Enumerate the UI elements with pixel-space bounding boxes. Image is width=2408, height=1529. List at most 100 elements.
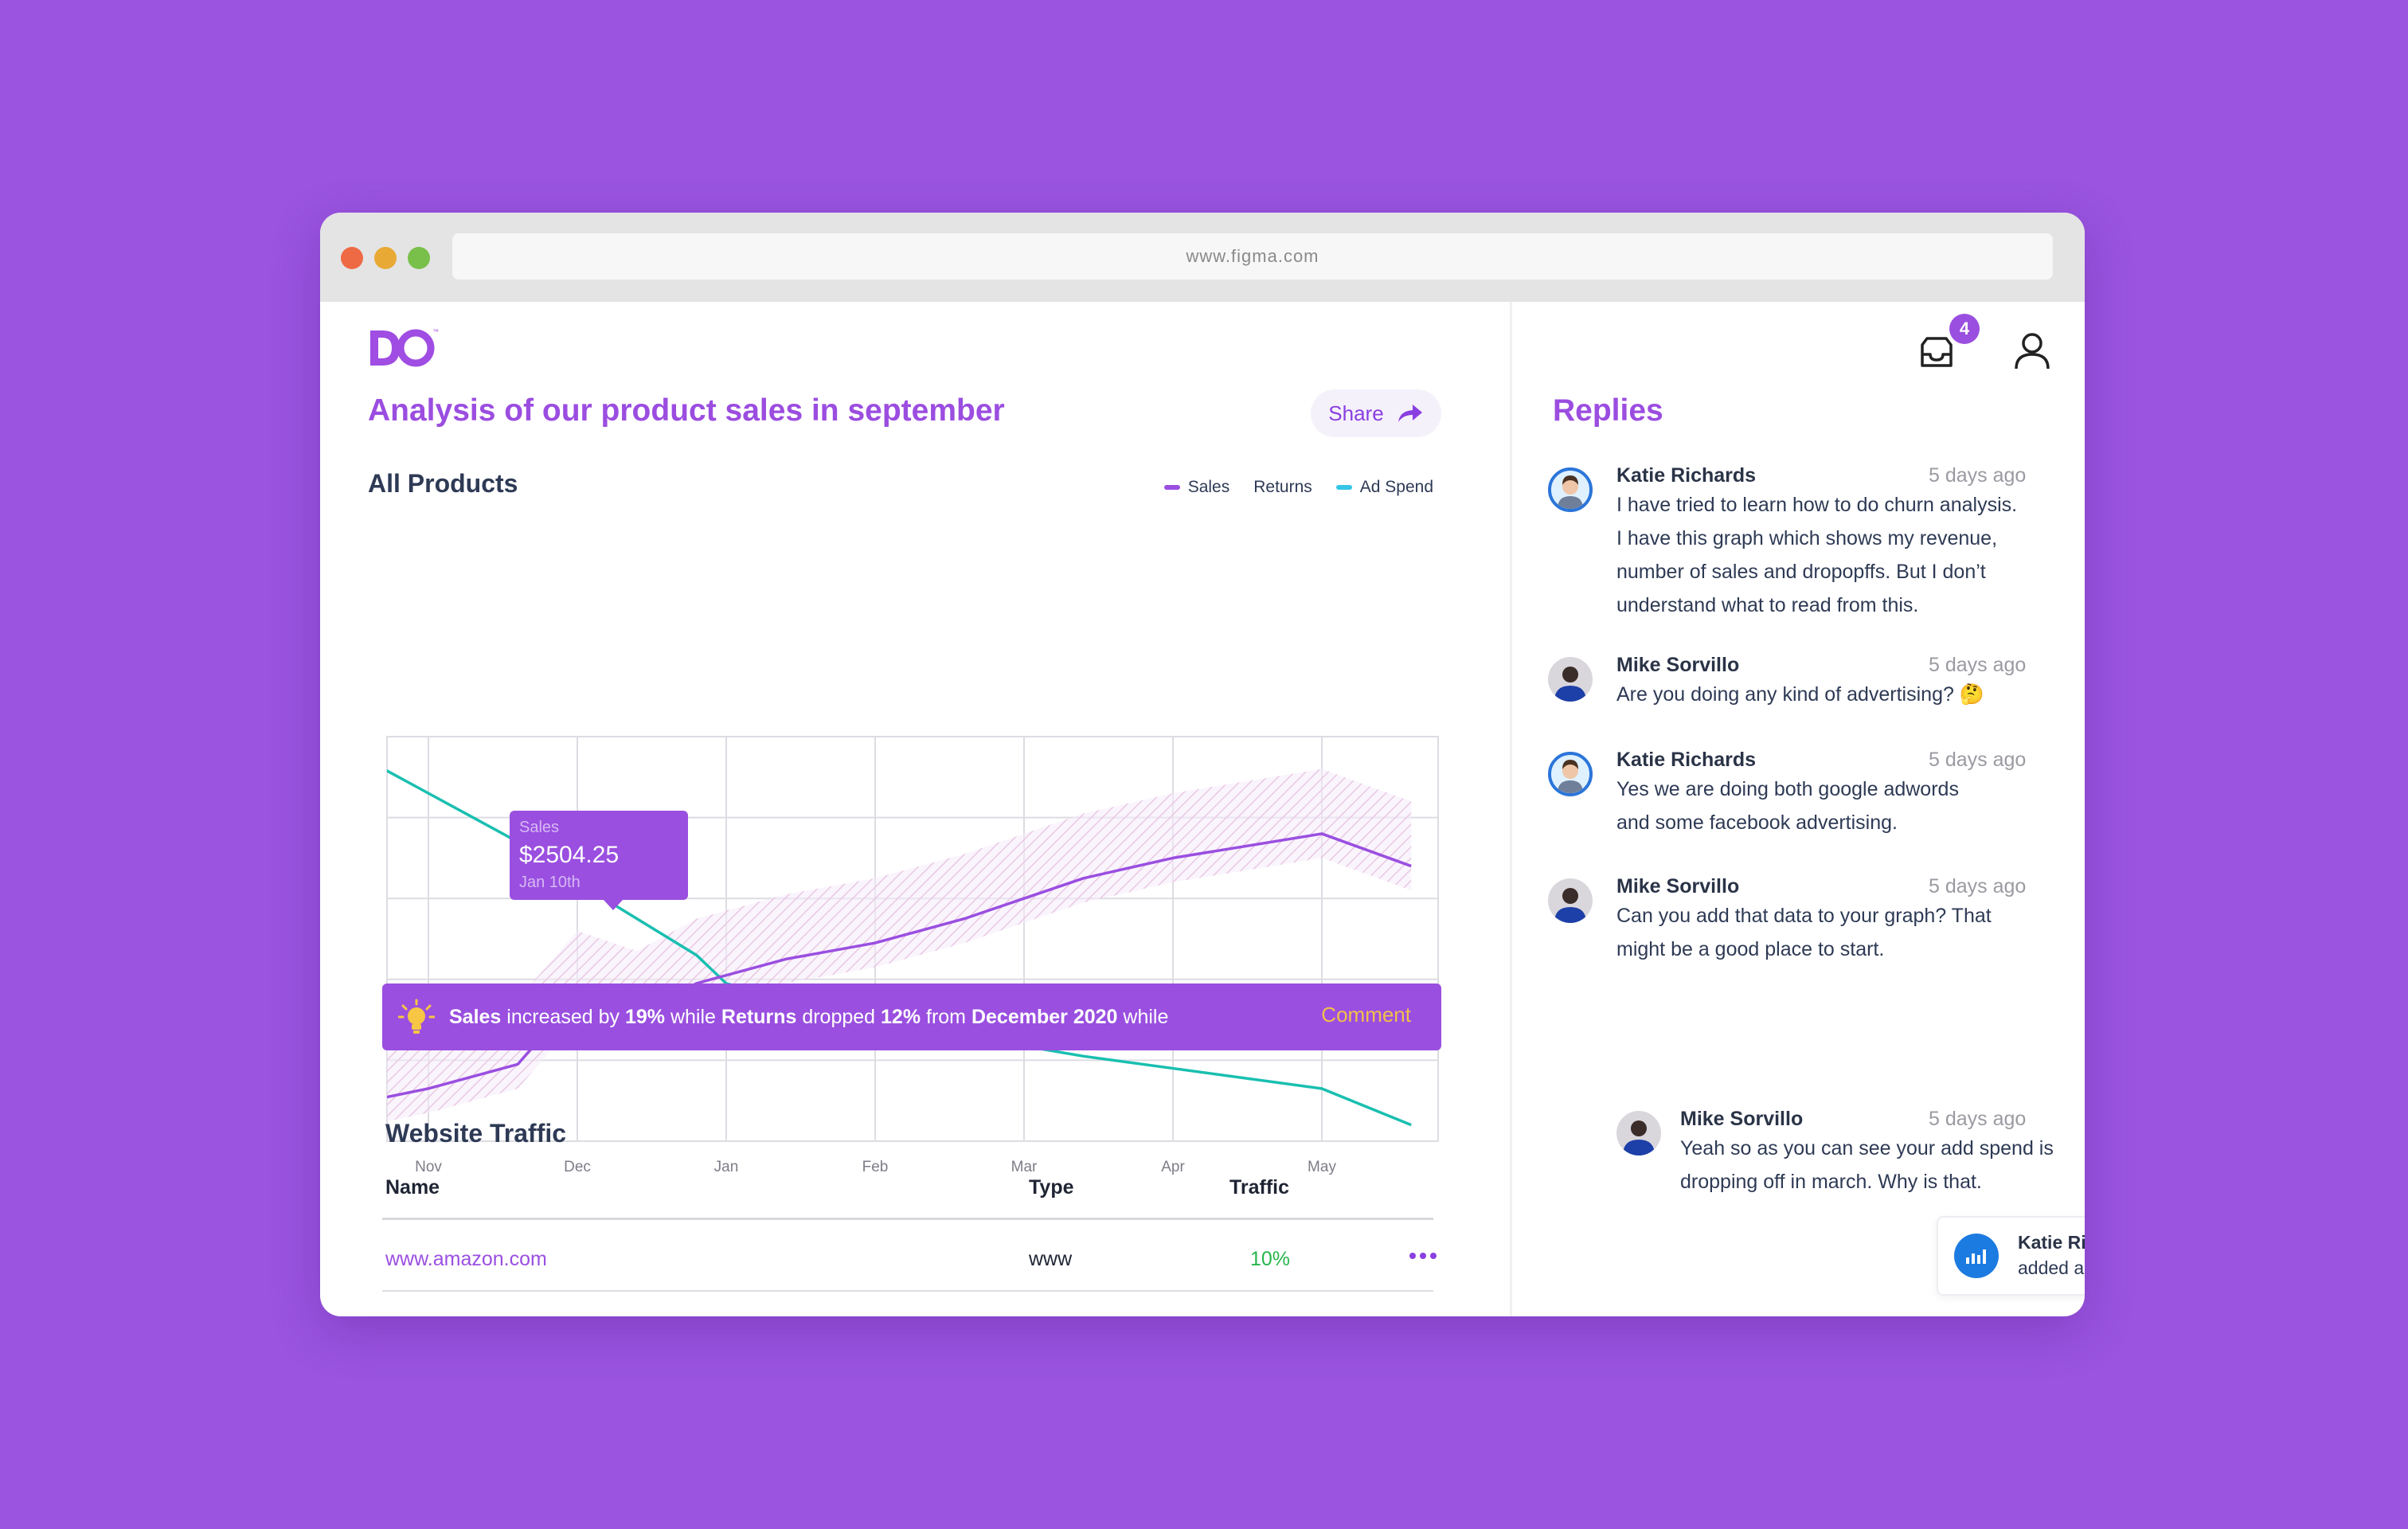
maximize-window-button[interactable] (408, 247, 430, 269)
reply-line: might be a good place to start. (1616, 938, 1885, 960)
insight-t6: dropped (796, 1005, 882, 1028)
column-header-type[interactable]: Type (1029, 1176, 1074, 1199)
column-header-name[interactable]: Name (385, 1176, 440, 1199)
sales-tooltip: Sales $2504.25 Jan 10th (510, 811, 688, 910)
page-title: Analysis of our product sales in septemb… (368, 393, 1005, 428)
reply-time: 5 days ago (1929, 1108, 2027, 1130)
replies-title: Replies (1553, 393, 1663, 428)
legend-item-returns[interactable]: Returns (1253, 478, 1312, 497)
reply-author[interactable]: Mike Sorvillo (1616, 654, 1740, 676)
reply-author[interactable]: Katie Richards (1616, 749, 1757, 771)
x-tick-label: Jan (714, 1159, 739, 1175)
tooltip-date: Jan 10th (519, 874, 580, 891)
svg-text:™: ™ (432, 328, 439, 335)
reply-text: Yes we are doing both google adwords and… (1616, 772, 2046, 839)
legend-label-ad-spend: Ad Spend (1359, 478, 1433, 496)
tooltip-pointer (604, 900, 623, 910)
table-header-divider (382, 1218, 1433, 1220)
activity-card[interactable]: Katie Richards added a new view. (1937, 1216, 2085, 1296)
lightbulb-icon (398, 999, 435, 1034)
avatar[interactable] (1548, 657, 1593, 702)
legend-label-returns: Returns (1253, 478, 1312, 496)
activity-author: Katie Richards (2018, 1232, 2085, 1253)
insight-text: Sales increased by 19% while Returns dro… (449, 1006, 1168, 1029)
x-tick-label: May (1308, 1159, 1336, 1175)
user-profile-icon[interactable] (2008, 327, 2056, 375)
panel-divider (1510, 302, 1512, 1316)
reply-author[interactable]: Mike Sorvillo (1616, 875, 1740, 897)
insight-t8: from (921, 1005, 971, 1028)
x-tick-label: Mar (1011, 1159, 1038, 1175)
share-button[interactable]: Share (1311, 389, 1441, 437)
table-row-divider (382, 1290, 1433, 1292)
insight-t10: while (1117, 1005, 1169, 1028)
reply-line: Are you doing any kind of advertising? 🤔 (1616, 683, 1984, 706)
activity-description: added a new view. (2018, 1257, 2085, 1278)
avatar[interactable] (1616, 1111, 1661, 1156)
reply-time: 5 days ago (1929, 875, 2027, 897)
traffic-title: Website Traffic (385, 1119, 567, 1148)
insight-t5: Returns (721, 1005, 797, 1028)
reply-line: and some facebook advertising. (1616, 811, 1898, 834)
reply-author[interactable]: Katie Richards (1616, 464, 1757, 487)
row-more-options-icon[interactable] (1409, 1253, 1437, 1259)
reply-line: dropping off in march. Why is that. (1680, 1171, 1982, 1193)
x-tick-label: Dec (564, 1159, 591, 1175)
reply-time: 5 days ago (1929, 749, 2027, 771)
insight-t7: 12% (881, 1005, 921, 1028)
x-axis-ticks: Nov Dec Jan Feb Mar Apr May (415, 1159, 1336, 1175)
chart-title: All Products (368, 469, 518, 498)
reply-text: I have tried to learn how to do churn an… (1616, 488, 2046, 622)
row-traffic: 10% (1250, 1248, 1291, 1270)
reply-line: I have tried to learn how to do churn an… (1616, 494, 2018, 516)
insight-t3: 19% (624, 1005, 666, 1028)
comment-button[interactable]: Comment (1321, 1003, 1411, 1027)
insight-banner: Sales increased by 19% while Returns dro… (382, 983, 1441, 1050)
reply-line: I have this graph which shows my revenue… (1616, 527, 1998, 549)
minimize-window-button[interactable] (374, 247, 397, 269)
insight-t9: December 2020 (971, 1005, 1118, 1028)
row-site-link[interactable]: www.amazon.com (385, 1248, 547, 1270)
column-header-traffic[interactable]: Traffic (1229, 1176, 1290, 1199)
avatar[interactable] (1548, 467, 1593, 512)
insight-t1: Sales (449, 1005, 502, 1028)
x-tick-label: Nov (415, 1159, 442, 1175)
x-tick-label: Feb (862, 1159, 889, 1175)
browser-window: www.figma.com ™ Analysis of our product … (320, 213, 2085, 1316)
reply-time: 5 days ago (1929, 464, 2027, 487)
reply-line: number of sales and dropopffs. But I don… (1616, 561, 1986, 583)
avatar[interactable] (1548, 878, 1593, 923)
legend-label-sales: Sales (1187, 478, 1230, 496)
reply-author[interactable]: Mike Sorvillo (1680, 1108, 1804, 1130)
avatar[interactable] (1548, 752, 1593, 796)
legend-item-ad-spend[interactable]: Ad Spend (1335, 478, 1433, 497)
share-arrow-icon (1398, 405, 1422, 422)
legend-swatch-sales (1163, 485, 1180, 490)
tooltip-series-label: Sales (519, 819, 559, 836)
bar-chart-icon (1954, 1234, 1999, 1278)
legend-item-sales[interactable]: Sales (1163, 478, 1230, 497)
reply-text: Are you doing any kind of advertising? 🤔 (1616, 678, 2062, 711)
reply-text: Can you add that data to your graph? Tha… (1616, 899, 2046, 966)
tooltip-box (510, 811, 688, 900)
close-window-button[interactable] (341, 247, 363, 269)
app-logo[interactable]: ™ (368, 324, 440, 372)
notification-badge: 4 (1949, 314, 1980, 344)
legend-swatch-ad-spend (1335, 485, 1352, 490)
sales-chart[interactable]: Nov Dec Jan Feb Mar Apr May Sales $2504.25 Jan… (368, 515, 1451, 1184)
row-type: www (1029, 1248, 1073, 1270)
reply-line: understand what to read from this. (1616, 594, 1919, 616)
browser-titlebar: www.figma.com (320, 213, 2085, 302)
reply-time: 5 days ago (1929, 654, 2027, 676)
address-bar[interactable]: www.figma.com (452, 233, 2053, 280)
reply-line: Can you add that data to your graph? Tha… (1616, 905, 1992, 927)
reply-line: Yeah so as you can see your add spend is (1680, 1137, 2054, 1159)
inbox-icon[interactable] (1914, 330, 1959, 375)
series-line-sales (387, 832, 1412, 1099)
chart-legend: Sales Returns Ad Spend (1163, 478, 1433, 497)
share-label: Share (1328, 401, 1384, 425)
insight-t2: increased by (501, 1005, 625, 1028)
reply-line: Yes we are doing both google adwords (1616, 778, 1959, 800)
insight-t4: while (665, 1005, 721, 1028)
x-tick-label: Apr (1161, 1159, 1185, 1175)
